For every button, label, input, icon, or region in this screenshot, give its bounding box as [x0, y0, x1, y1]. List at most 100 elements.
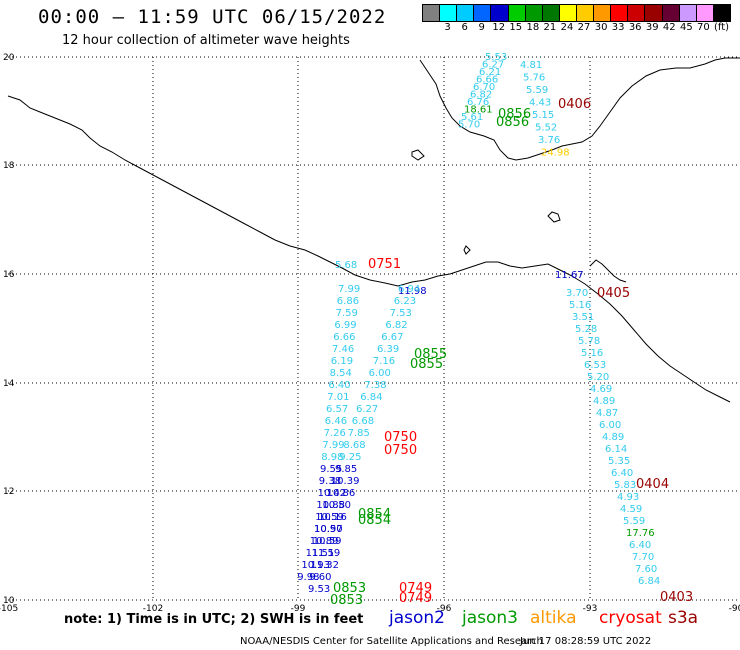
wave-height-value: 6.23 — [394, 296, 416, 307]
wave-height-value: 8.68 — [343, 440, 365, 451]
longitude-label: -93 — [583, 604, 598, 614]
wave-height-value: 3.70 — [566, 288, 588, 299]
pass-time-label: 0855 — [414, 347, 447, 362]
wave-height-value: 3.51 — [572, 312, 594, 323]
legend-swatch — [457, 5, 475, 21]
wave-height-value: 4.81 — [520, 60, 542, 71]
wave-height-value: 6.00 — [369, 368, 391, 379]
wave-height-value: 10.86 — [327, 488, 356, 499]
longitude-label: -96 — [437, 604, 452, 614]
legend-tick-label: 36 — [628, 22, 642, 33]
legend-swatch — [474, 5, 492, 21]
wave-height-value: 7.85 — [348, 428, 370, 439]
latitude-label: 14 — [3, 379, 15, 389]
legend-swatch — [628, 5, 646, 21]
pass-time-label: 0854 — [358, 507, 391, 522]
wave-height-value: 5.15 — [532, 110, 554, 121]
wave-height-value: 10.16 — [318, 512, 347, 523]
legend-swatch — [662, 5, 680, 21]
lat-lon-grid — [8, 56, 740, 601]
legend-swatch — [440, 5, 458, 21]
pass-time-label: 0856 — [498, 107, 531, 122]
wave-height-value: 4.87 — [596, 408, 618, 419]
wave-height-value: 5.52 — [535, 123, 557, 134]
wave-height-value: 9.38 — [319, 476, 341, 487]
wave-height-value: 6.76 — [467, 97, 489, 108]
wave-height-value: 3.76 — [538, 135, 560, 146]
wave-height-value: 6.66 — [476, 75, 498, 86]
wave-height-value: 6.53 — [584, 360, 606, 371]
wave-height-value: 6.82 — [470, 90, 492, 101]
legend-swatch — [679, 5, 697, 21]
latitude-label: 16 — [3, 270, 15, 280]
legend-swatch — [525, 5, 543, 21]
wave-height-value: 6.39 — [377, 344, 399, 355]
wave-height-value: 6.27 — [482, 60, 504, 71]
wave-height-value: 5.59 — [623, 516, 645, 527]
pass-time-label: 0751 — [368, 257, 401, 272]
wave-height-value: 9.85 — [335, 464, 357, 475]
wave-height-value: 6.82 — [385, 320, 407, 331]
credit-text: NOAA/NESDIS Center for Satellite Applica… — [240, 636, 543, 647]
legend-tick-label: 30 — [594, 22, 608, 33]
legend-tick-label: 15 — [509, 22, 523, 33]
wave-height-value: 11.98 — [398, 286, 427, 297]
legend-tick-label: 33 — [611, 22, 625, 33]
pass-time-label: 0405 — [597, 286, 630, 301]
legend-tick-label: 39 — [645, 22, 659, 33]
pass-time-label: 0749 — [399, 581, 432, 596]
legend-tick-labels: 3 6 9 12 15 18 21 24 27 30 33 36 39 42 45 70 — [422, 22, 729, 34]
wave-height-value: 5.83 — [614, 480, 636, 491]
wave-height-value: 7.26 — [324, 428, 346, 439]
wave-height-value: 7.46 — [332, 344, 354, 355]
legend-tick-label: 12 — [492, 22, 506, 33]
pass-time-label: 0406 — [558, 97, 591, 112]
wave-height-value: 6.40 — [611, 468, 633, 479]
wave-height-value: 5.76 — [523, 73, 545, 84]
altimeter-tracks: 5.536.276.216.666.706.826.7618.615.615.7… — [297, 52, 693, 608]
legend-tick-label: 45 — [679, 22, 693, 33]
wave-height-value: 5.35 — [608, 456, 630, 467]
wave-height-value: 6.14 — [605, 444, 627, 455]
wave-height-value: 4.89 — [593, 396, 615, 407]
wave-height-value: 6.19 — [331, 356, 353, 367]
satellite-name: jason3 — [462, 608, 518, 628]
wave-height-value: 7.16 — [373, 356, 395, 367]
wave-height-value: 9.98 — [297, 572, 319, 583]
wave-height-value: 4.43 — [529, 98, 551, 109]
wave-height-value: 8.54 — [330, 368, 352, 379]
wave-height-value: 17.76 — [626, 528, 655, 539]
legend-tick-label: 9 — [478, 22, 485, 33]
legend-tick-label: 6 — [461, 22, 468, 33]
wave-height-value: 10.93 — [301, 560, 330, 571]
legend-swatch — [542, 5, 560, 21]
wave-height-value: 10.89 — [310, 536, 339, 547]
wave-height-value: 4.93 — [617, 492, 639, 503]
wave-height-value: 6.21 — [479, 67, 501, 78]
latitude-label: 20 — [3, 53, 15, 63]
pass-time-label: 0853 — [330, 593, 363, 608]
legend-swatch — [594, 5, 612, 21]
pass-time-label: 0856 — [496, 115, 529, 130]
map-subtitle: 12 hour collection of altimeter wave hei… — [62, 33, 350, 48]
wave-height-value: 7.53 — [390, 308, 412, 319]
pass-time-label: 0750 — [384, 430, 417, 445]
wave-height-value: 7.01 — [327, 392, 349, 403]
wave-height-value: 4.89 — [602, 432, 624, 443]
legend-swatch — [645, 5, 663, 21]
wave-height-value: 6.70 — [473, 82, 495, 93]
wave-height-value: 11.32 — [310, 560, 339, 571]
wave-height-value: 5.28 — [575, 324, 597, 335]
wave-height-value: 5.20 — [587, 372, 609, 383]
legend-unit: (ft) — [714, 22, 730, 33]
legend-tick-label: 24 — [560, 22, 574, 33]
pass-time-label: 0749 — [399, 591, 432, 606]
wave-height-value: 7.59 — [336, 308, 358, 319]
legend-swatch — [576, 5, 595, 21]
wave-height-value: 7.70 — [632, 552, 654, 563]
wave-height-value: 6.66 — [333, 332, 355, 343]
axis-labels: -105 -102 -99 -96 -93 -90 20 18 16 14 12 10 — [0, 53, 740, 614]
wave-height-value: 11.67 — [555, 270, 584, 281]
wave-height-value: 11.51 — [306, 548, 335, 559]
wave-height-value: 10.50 — [314, 524, 343, 535]
